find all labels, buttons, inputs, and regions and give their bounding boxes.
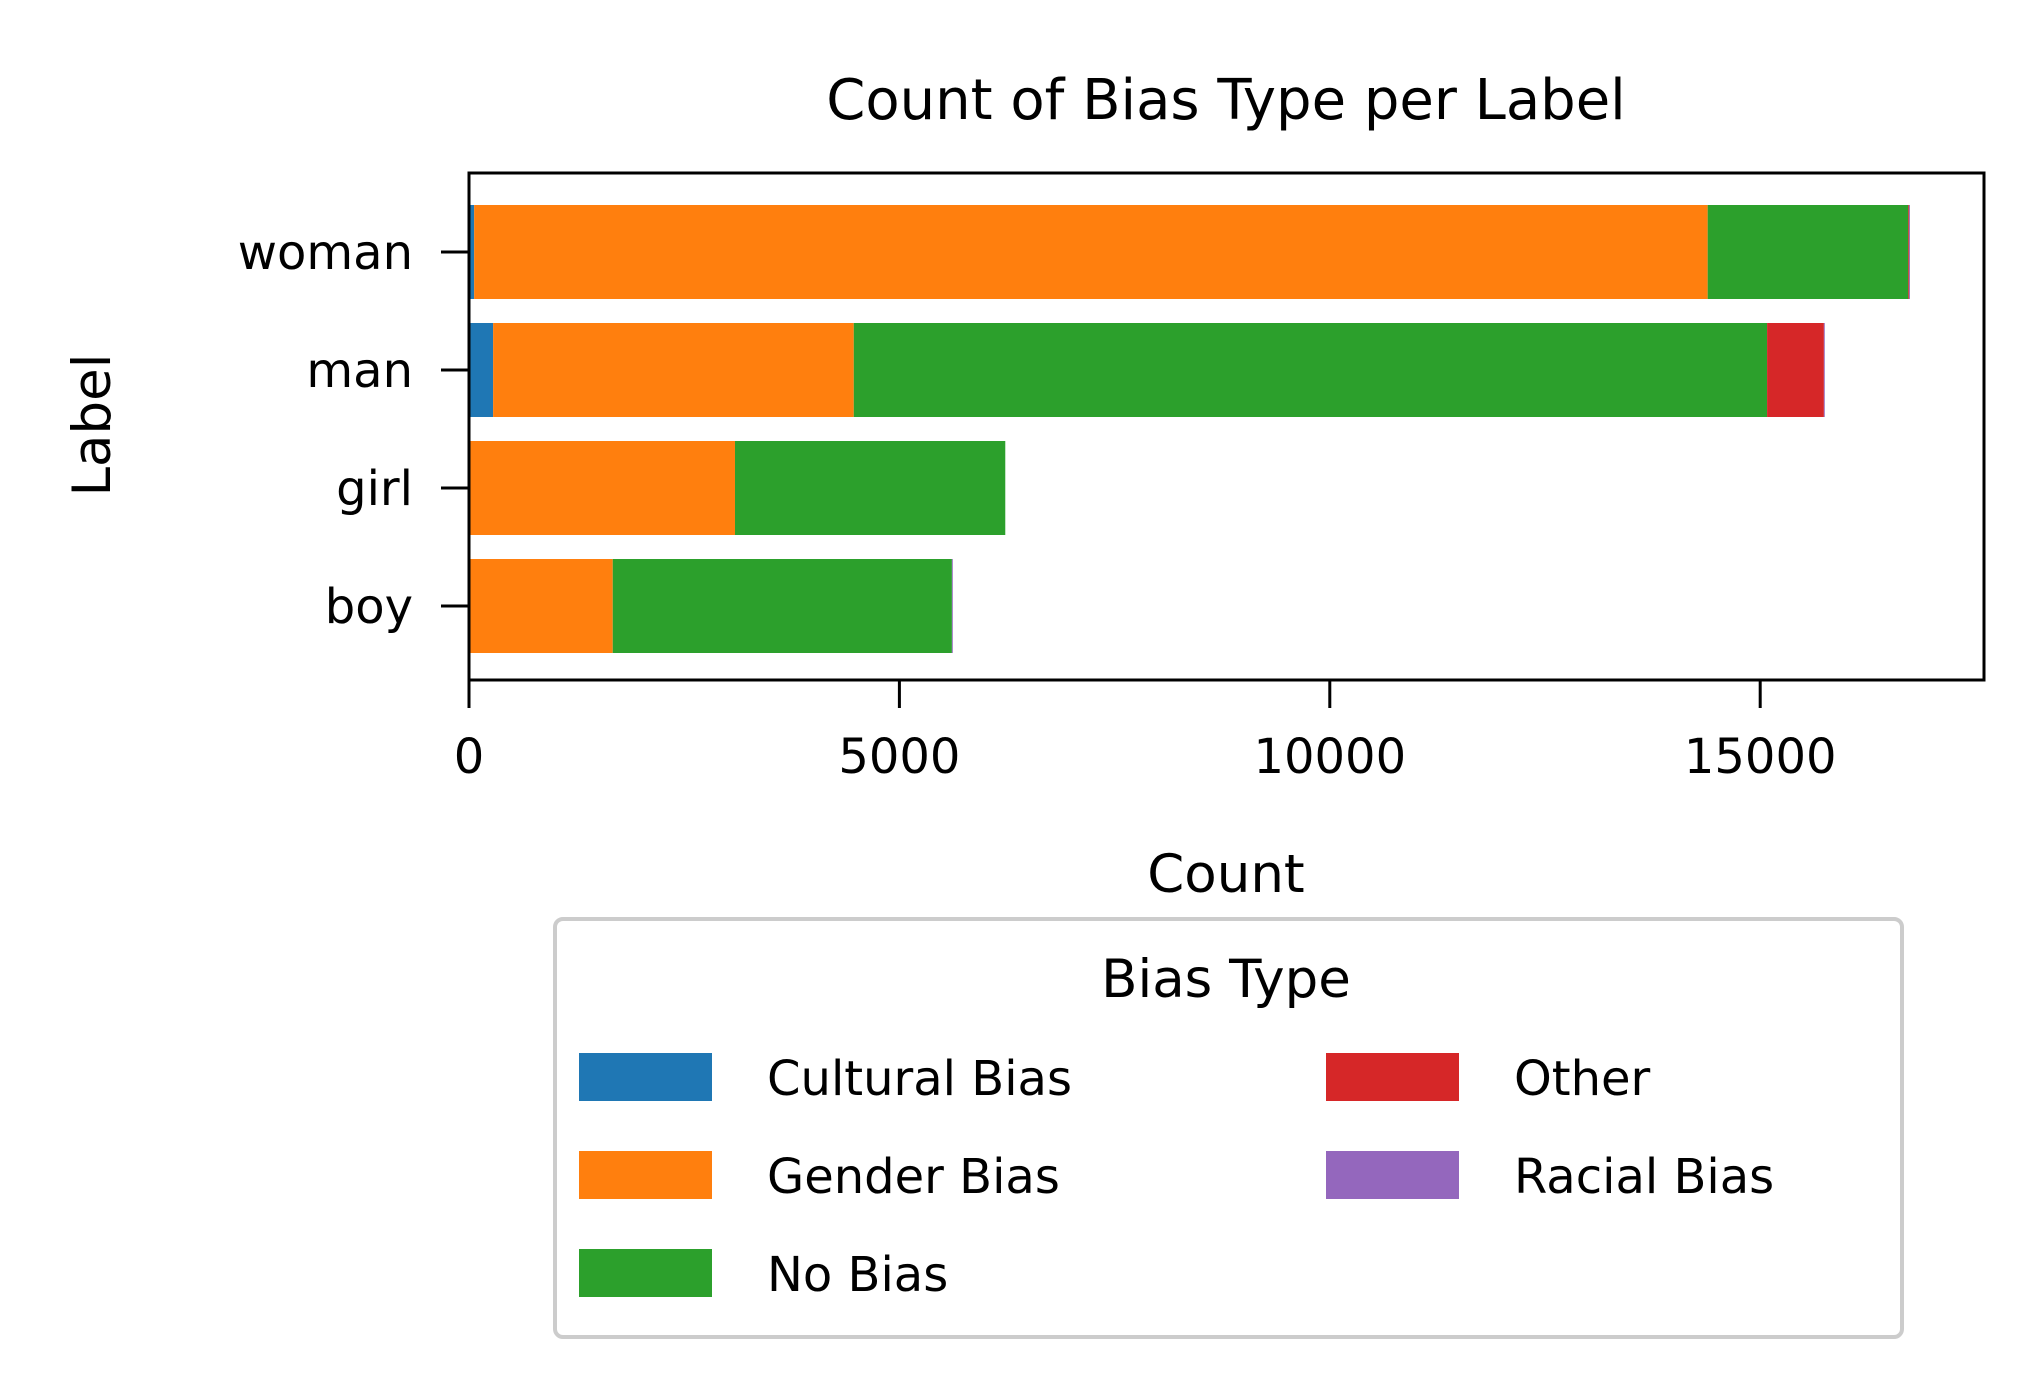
x-tick-label: 5000 xyxy=(838,729,960,785)
plot-frame xyxy=(467,171,1986,682)
legend-swatch-cultural-bias xyxy=(579,1053,712,1101)
legend-title: Bias Type xyxy=(1101,949,1351,1010)
legend-items: Cultural Bias Gender Bias No Bias Other Raci… xyxy=(579,1051,1774,1303)
y-axis-label: Label xyxy=(62,354,123,497)
legend-label-cultural-bias: Cultural Bias xyxy=(767,1051,1072,1107)
bar-woman-cultural-bias xyxy=(469,205,475,299)
bar-girl-no-bias xyxy=(734,441,1006,535)
x-axis-label: Count xyxy=(1147,844,1304,905)
bar-boy-racial-bias xyxy=(951,559,953,653)
bar-woman-gender-bias xyxy=(474,205,1708,299)
legend-swatch-other xyxy=(1326,1053,1459,1101)
bar-boy-gender-bias xyxy=(469,559,613,653)
legend-label-no-bias: No Bias xyxy=(767,1247,948,1303)
legend-swatch-racial-bias xyxy=(1326,1151,1459,1199)
x-tick-label: 15000 xyxy=(1684,729,1837,785)
legend-swatch-no-bias xyxy=(579,1249,712,1297)
bar-man-other xyxy=(1767,323,1824,417)
legend-label-gender-bias: Gender Bias xyxy=(767,1149,1060,1205)
bar-man-gender-bias xyxy=(493,323,854,417)
bar-woman-no-bias xyxy=(1707,205,1909,299)
x-tick-label: 10000 xyxy=(1253,729,1406,785)
legend-label-other: Other xyxy=(1514,1051,1651,1107)
bar-woman-other xyxy=(1908,205,1910,299)
bar-man-no-bias xyxy=(853,323,1768,417)
bar-man-racial-bias xyxy=(1823,323,1825,417)
y-tick-label-man: man xyxy=(306,343,413,399)
bar-man-cultural-bias xyxy=(469,323,494,417)
legend-box xyxy=(553,917,1904,1339)
x-tick-label: 0 xyxy=(454,729,485,785)
chart-title: Count of Bias Type per Label xyxy=(826,68,1625,133)
y-ticks-group: woman man girl boy xyxy=(238,225,469,635)
y-tick-label-woman: woman xyxy=(238,225,413,281)
bars-group xyxy=(469,205,1910,653)
bar-boy-no-bias xyxy=(612,559,952,653)
x-ticks-group: 0 5000 10000 15000 xyxy=(454,680,1837,785)
y-tick-label-boy: boy xyxy=(325,579,413,635)
y-tick-label-girl: girl xyxy=(336,461,413,517)
legend-swatch-gender-bias xyxy=(579,1151,712,1199)
bar-girl-gender-bias xyxy=(469,441,735,535)
bar-woman-racial-bias xyxy=(1909,205,1910,299)
legend-label-racial-bias: Racial Bias xyxy=(1514,1149,1774,1205)
legend: Bias Type Cultural Bias Gender Bias No Bia… xyxy=(553,917,1904,1339)
